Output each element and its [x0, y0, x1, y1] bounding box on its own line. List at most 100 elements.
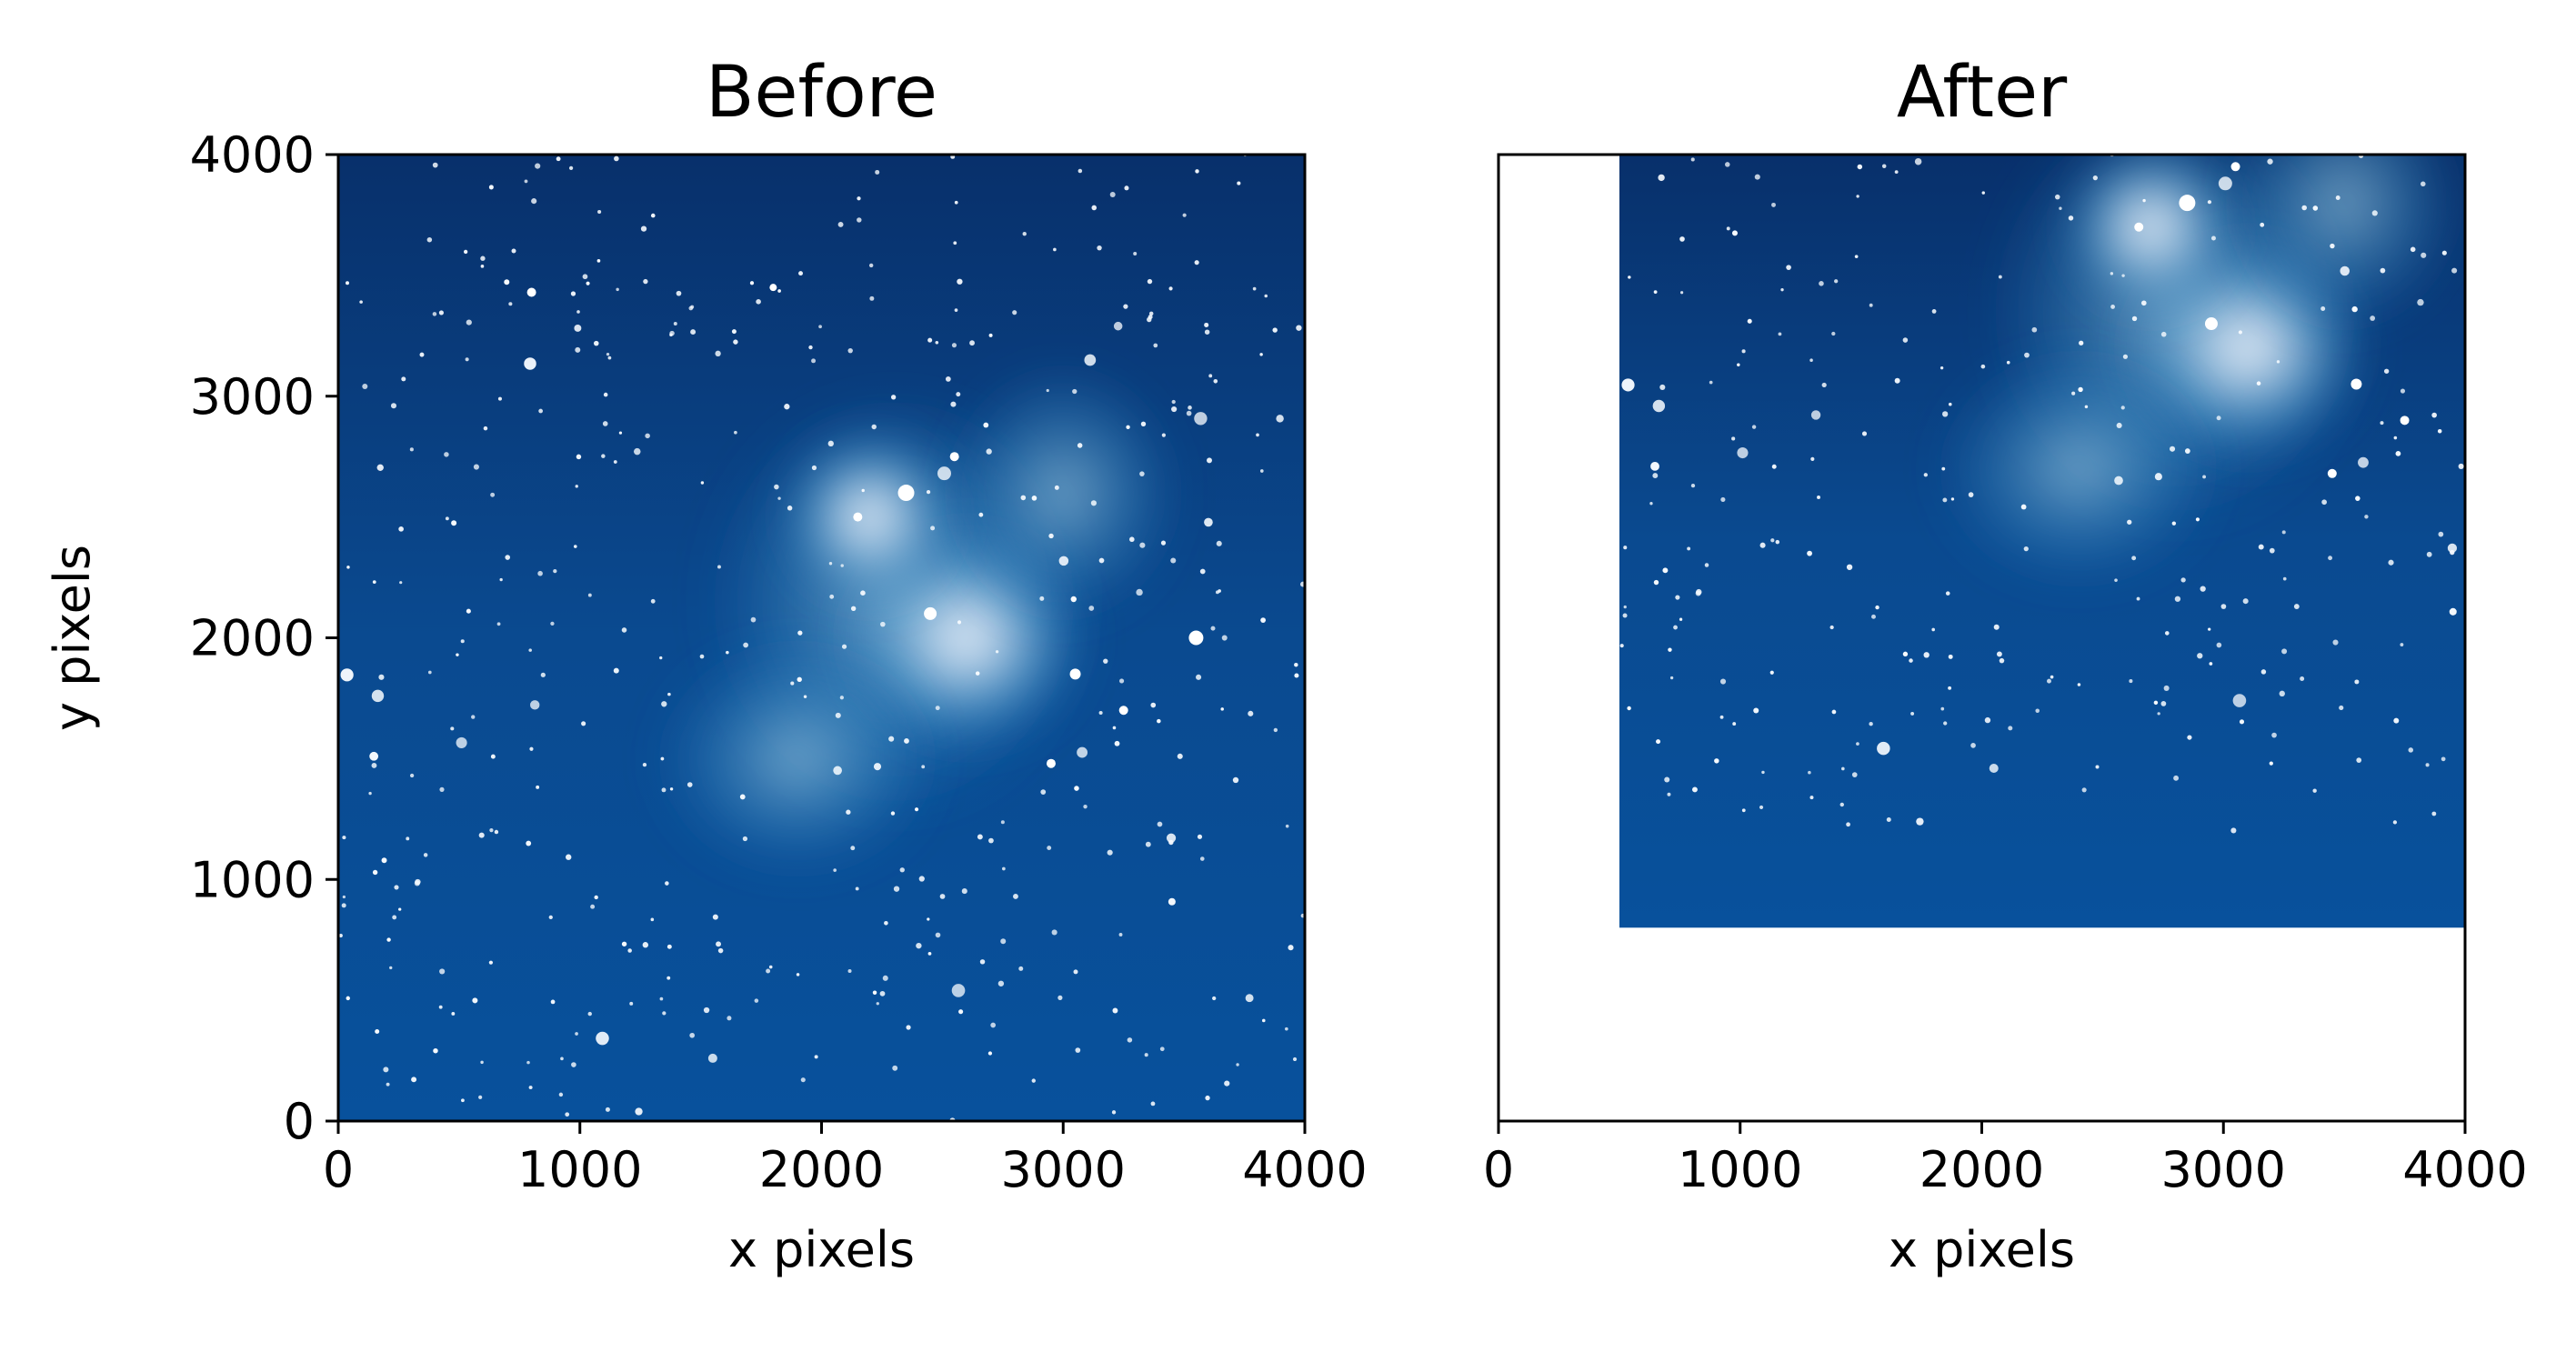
- star: [614, 155, 619, 162]
- star: [629, 1001, 634, 1006]
- star: [369, 751, 379, 761]
- star: [2569, 655, 2574, 660]
- star: [979, 959, 986, 965]
- star: [597, 209, 602, 215]
- star: [2110, 272, 2114, 275]
- star: [1771, 464, 1777, 469]
- star: [1869, 303, 1873, 307]
- star: [1902, 651, 1909, 657]
- star: [390, 403, 397, 409]
- star: [342, 895, 346, 899]
- bright-star: [2204, 317, 2218, 331]
- star: [1272, 327, 1278, 333]
- bright-star: [2327, 468, 2337, 478]
- bright-star: [2470, 341, 2484, 356]
- star: [2555, 438, 2559, 442]
- star: [954, 200, 958, 205]
- star: [1751, 425, 1757, 429]
- star: [2431, 412, 2437, 418]
- star: [1923, 652, 1929, 658]
- star: [427, 670, 432, 675]
- star: [850, 606, 857, 612]
- star: [1153, 343, 1158, 348]
- star: [857, 196, 861, 201]
- star: [2408, 747, 2414, 753]
- star: [1208, 374, 1213, 378]
- star: [835, 712, 841, 718]
- star: [2269, 761, 2273, 766]
- star: [1714, 758, 1719, 764]
- star: [2417, 298, 2424, 306]
- star: [869, 295, 875, 301]
- star: [1875, 605, 1879, 610]
- star: [2154, 473, 2162, 481]
- x-axis-label-after: x pixels: [1889, 1221, 2075, 1278]
- star: [2380, 267, 2386, 274]
- star: [2059, 0, 2062, 3]
- star: [2281, 530, 2286, 535]
- star: [466, 319, 472, 325]
- star: [884, 920, 888, 926]
- star: [797, 630, 803, 636]
- star: [1210, 626, 1216, 631]
- x-tick-label: 3000: [1001, 1141, 1126, 1198]
- star: [700, 481, 705, 485]
- nebula-cloud: [2059, 155, 2243, 319]
- star: [386, 937, 391, 942]
- star: [2392, 820, 2398, 825]
- star: [2355, 496, 2360, 501]
- star: [756, 299, 761, 305]
- star: [568, 165, 574, 171]
- star: [1719, 678, 1727, 685]
- star: [1194, 260, 1199, 265]
- star: [2260, 222, 2265, 227]
- star: [957, 620, 962, 625]
- star: [2486, 806, 2491, 810]
- star: [1940, 706, 1945, 711]
- star: [2114, 476, 2123, 486]
- star: [935, 706, 940, 711]
- star: [1177, 753, 1183, 759]
- star: [531, 198, 537, 205]
- star: [1652, 473, 1659, 479]
- star: [456, 653, 459, 656]
- star: [841, 644, 847, 649]
- star: [1761, 770, 1765, 775]
- star: [1656, 739, 1661, 745]
- star: [687, 782, 693, 787]
- star: [1658, 174, 1665, 182]
- star: [872, 990, 877, 995]
- star: [1109, 192, 1116, 197]
- star: [1669, 676, 1674, 680]
- star: [1114, 740, 1120, 746]
- star: [2092, 68, 2097, 73]
- star: [957, 278, 963, 285]
- star: [1846, 564, 1853, 570]
- star: [558, 1092, 564, 1097]
- star: [1856, 195, 1859, 198]
- star: [2071, 391, 2076, 396]
- star: [2209, 48, 2213, 53]
- star: [880, 621, 886, 627]
- star: [2095, 765, 2100, 769]
- star: [850, 846, 856, 851]
- star: [2497, 301, 2501, 305]
- star: [1690, 157, 1695, 162]
- star: [1074, 786, 1079, 791]
- star: [2279, 690, 2285, 697]
- star: [2238, 330, 2242, 335]
- star: [2332, 639, 2339, 646]
- star: [642, 942, 649, 948]
- star: [1083, 804, 1088, 809]
- star: [2084, 405, 2089, 409]
- star: [456, 736, 467, 748]
- star: [673, 322, 677, 326]
- star: [1731, 436, 1736, 441]
- star: [734, 430, 737, 435]
- star: [927, 337, 933, 343]
- star: [1679, 236, 1685, 242]
- star: [2499, 299, 2502, 303]
- star: [2081, 787, 2087, 793]
- star: [1047, 846, 1052, 851]
- star: [2047, 678, 2051, 684]
